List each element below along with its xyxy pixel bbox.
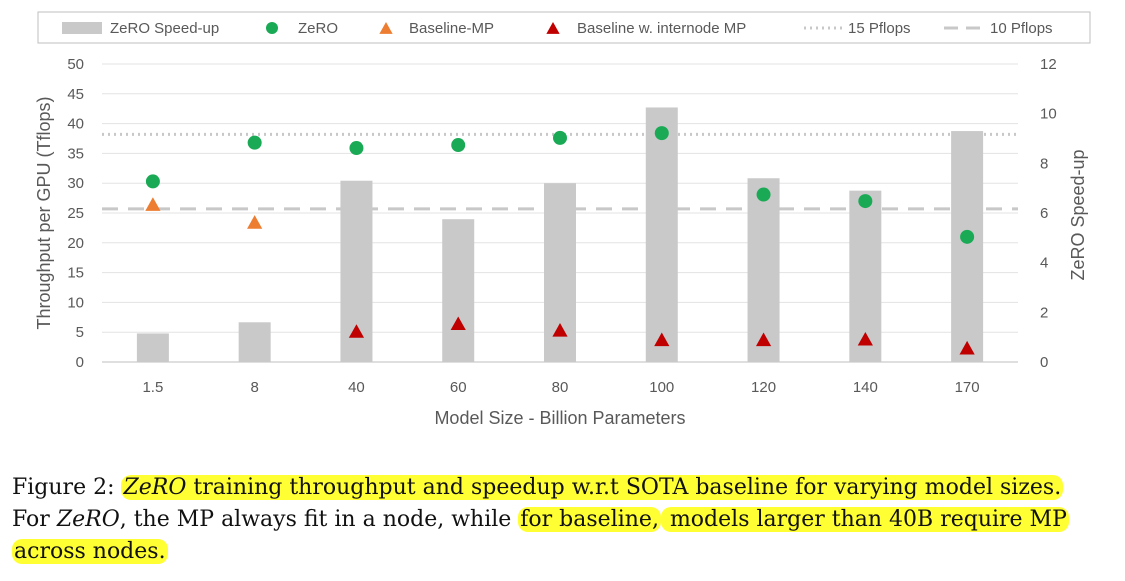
legend-label: ZeRO Speed-up [110,20,219,37]
caption-highlight-4: across nodes. [12,539,168,564]
baseline-point [959,340,975,355]
baseline-point [755,332,772,347]
y-tick-label: 30 [67,175,84,192]
caption-part-1: training throughput and speedup w.r.t SO… [186,475,1062,500]
zero-point [247,135,262,150]
caption-zero-2: ZeRO [56,507,120,532]
legend-swatch [379,22,393,34]
speedup-bar [238,322,271,362]
baseline-point [857,331,873,346]
speedup-bar [442,219,475,362]
speedup-bar [951,131,984,362]
caption-highlight-3: models larger than 40B require MP [660,507,1069,532]
zero-point [858,194,873,209]
legend-label: Baseline w. internode MP [577,20,746,37]
caption-line-2: For ZeRO, the MP always fit in a node, w… [12,504,1112,536]
legend-box [37,11,1091,44]
caption-highlight-2: for baseline, [518,507,661,532]
x-tick-label: 170 [955,379,980,396]
zero-point [349,141,364,156]
legend-label: Baseline-MP [409,20,494,37]
y2-tick-label: 10 [1040,106,1057,123]
y2-tick-label: 8 [1040,155,1048,172]
zero-point [756,187,771,202]
caption-part-2a: For [12,507,57,532]
legend-swatch [546,22,560,34]
x-tick-label: 80 [552,379,569,396]
chart: ZeRO Speed-up ZeRO Baseline-MP Baseline w. … [34,11,1091,428]
baseline-point [348,324,365,338]
y-tick-label: 35 [67,145,84,162]
x-tick-label: 120 [751,379,776,396]
data-points [145,126,975,355]
zero-point [145,174,160,189]
x-tick-label: 40 [348,379,365,396]
y-tick-label: 45 [67,86,84,103]
caption-line-1: Figure 2: ZeRO training throughput and s… [12,472,1112,504]
y2-axis-label: ZeRO Speed-up [1068,149,1088,280]
speedup-bar [747,178,780,362]
y2-tick-label: 0 [1040,354,1048,371]
speedup-bar [645,107,678,362]
y-tick-label: 5 [76,324,84,341]
x-tick-label: 1.5 [142,379,163,396]
y2-tick-label: 6 [1040,205,1048,222]
legend-label: 15 Pflops [848,20,911,37]
speedup-bars [136,107,984,362]
caption-zero-1: ZeRO [123,475,187,500]
baseline-point [552,323,568,337]
y-tick-label: 15 [67,265,84,282]
y-tick-label: 50 [67,56,84,73]
y2-tick-label: 2 [1040,304,1048,321]
y-tick-label: 10 [67,294,84,311]
y-axis-label: Throughput per GPU (Tflops) [34,96,54,329]
x-tick-label: 8 [250,379,258,396]
x-tick-label: 100 [649,379,674,396]
caption-part-2b: , the MP always fit in a node, while [119,507,519,532]
baseline-point [247,215,263,229]
baseline-point [450,316,466,331]
y-tick-label: 0 [76,354,84,371]
baseline-point [145,197,161,211]
speedup-bar [136,333,169,362]
zero-point [451,138,466,153]
chart-svg: ZeRO Speed-up ZeRO Baseline-MP Baseline w. … [34,11,1091,428]
caption-prefix: Figure 2: [12,475,122,500]
baseline-point [654,332,670,347]
legend-swatch [62,22,102,34]
legend: ZeRO Speed-up ZeRO Baseline-MP Baseline w. … [37,11,1091,44]
x-tick-label: 60 [450,379,467,396]
legend-label: 10 Pflops [990,20,1053,37]
y2-tick-label: 4 [1040,255,1048,272]
zero-point [553,130,567,145]
zero-point [960,229,975,244]
zero-point [654,126,669,141]
legend-label: ZeRO [298,20,338,37]
x-tick-label: 140 [853,379,878,396]
y-tick-label: 40 [67,116,84,133]
y-tick-label: 20 [67,235,84,252]
legend-swatch [266,22,278,34]
y2-tick-label: 12 [1040,56,1057,73]
axes: 0 5 10 15 20 25 30 35 40 45 50 0 2 4 6 8 10 12 1.5 8 40 60 80 1… [34,56,1088,428]
caption-line-3: across nodes. [12,536,1112,568]
y-tick-label: 25 [67,205,84,222]
x-axis-label: Model Size - Billion Parameters [434,408,685,428]
caption-highlight-1: ZeRO training throughput and speedup w.r… [121,475,1064,500]
figure-caption: Figure 2: ZeRO training throughput and s… [12,472,1112,568]
